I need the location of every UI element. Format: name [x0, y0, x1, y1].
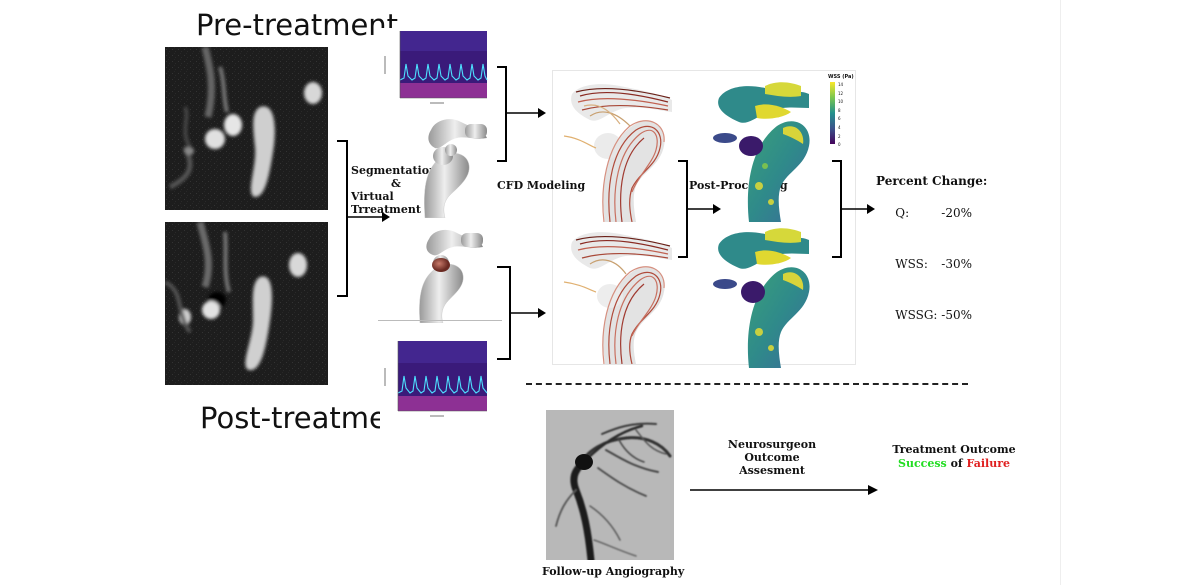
- wss-colorbar-tick: 2: [838, 133, 841, 139]
- treatment-outcome-title: Treatment Outcome: [892, 443, 1016, 456]
- pct-value-q: -20%: [941, 206, 972, 220]
- wss-colorbar-tick: 0: [838, 142, 841, 148]
- cfd-bracket-bottom-h1: [497, 266, 510, 268]
- segmentation-label: Segmentation & Virtual Trreatment: [351, 164, 455, 216]
- wss-colorbar-tick: 14: [838, 82, 844, 87]
- segmented-vessel-model-pre: [395, 110, 507, 218]
- pct-label-wss: WSS:: [895, 257, 928, 271]
- result-bracket-bottom: [832, 256, 841, 258]
- cfd-streamlines-post: [560, 224, 682, 364]
- wss-colorbar-tick: 4: [838, 124, 841, 130]
- cfd-streamlines-pre: [560, 76, 682, 222]
- page-border-line: [1060, 0, 1061, 585]
- segmented-vessel-model-post: [395, 225, 507, 323]
- wss-contour-model-pre: [705, 76, 827, 222]
- percent-change-row-q: Q: -20%: [880, 188, 987, 239]
- pct-value-wss: -30%: [941, 257, 972, 271]
- wss-contour-model-post: [705, 224, 827, 368]
- pre-treatment-heading: Pre-treatment: [196, 8, 399, 42]
- treatment-outcome-values: Success of Failure: [884, 457, 1024, 471]
- cfd-results-panel: [552, 70, 856, 365]
- mri-bracket-bottom: [337, 295, 347, 297]
- postproc-bracket-bottom: [678, 256, 687, 258]
- result-bracket-top: [832, 160, 841, 162]
- wss-colorbar-tick: 8: [838, 107, 841, 113]
- outcome-failure: Failure: [966, 457, 1010, 470]
- outcome-of: of: [950, 457, 963, 470]
- inflow-waveform-plot-top: [380, 28, 492, 108]
- result-arrow: [840, 202, 876, 216]
- treatment-outcome-block: Treatment Outcome Success of Failure: [884, 443, 1024, 471]
- segmentation-arrow: [346, 210, 391, 224]
- postproc-bracket-top: [678, 160, 687, 162]
- wss-colorbar-tick: 10: [838, 99, 844, 105]
- virtual-treatment-label: Virtual Trreatment: [351, 190, 421, 216]
- follow-up-angiography-image: [546, 410, 674, 560]
- mri-bracket-vertical: [346, 140, 348, 297]
- post-treatment-mri-image: [165, 222, 328, 385]
- mri-bracket-top: [337, 140, 347, 142]
- assessment-line2: Outcome: [744, 451, 800, 464]
- neurosurgeon-assessment-label: Neurosurgeon Outcome Assesment: [712, 438, 832, 477]
- wss-colorbar-ticks: 14 12 10 8 6 4 2 0: [838, 81, 843, 150]
- inflow-waveform-plot-bottom: [380, 338, 492, 430]
- wss-colorbar-tick: 12: [838, 90, 844, 96]
- pct-label-q: Q:: [895, 206, 910, 220]
- percent-change-block: Percent Change: Q: -20% WSS: -30% WSSG: -50…: [876, 174, 987, 341]
- dashed-separator: [526, 383, 968, 385]
- outcome-success: Success: [898, 457, 947, 470]
- wss-colorbar-gradient: [830, 82, 835, 144]
- cfd-arrow-bottom: [509, 306, 547, 320]
- pre-treatment-mri-image: [165, 47, 328, 210]
- segmentation-label-line1: Segmentation: [351, 164, 438, 177]
- cfd-bracket-top-v: [505, 66, 507, 162]
- cfd-bracket-top-h1: [497, 66, 506, 68]
- postproc-arrow: [686, 202, 722, 216]
- cfd-modeling-label: CFD Modeling: [497, 179, 586, 192]
- model-separator-line: [378, 320, 502, 321]
- wss-colorbar: WSS (Pa) 14 12 10 8 6 4 2 0: [828, 74, 856, 150]
- assessment-line1: Neurosurgeon: [727, 438, 817, 451]
- percent-change-row-wssg: WSSG: -50%: [880, 290, 987, 341]
- percent-change-row-wss: WSS: -30%: [880, 239, 987, 290]
- wss-colorbar-title: WSS (Pa): [828, 74, 854, 80]
- follow-up-angiography-caption: Follow-up Angiography: [542, 565, 685, 578]
- cfd-bracket-bottom-h2: [497, 358, 510, 360]
- wss-colorbar-tick: 6: [838, 116, 841, 122]
- assessment-arrow: [690, 483, 880, 497]
- cfd-bracket-top-h2: [497, 160, 506, 162]
- percent-change-title: Percent Change:: [876, 174, 988, 188]
- assessment-line3: Assesment: [739, 464, 805, 477]
- pct-label-wssg: WSSG:: [895, 308, 938, 322]
- segmentation-ampersand: &: [391, 177, 401, 190]
- pct-value-wssg: -50%: [941, 308, 972, 322]
- cfd-arrow-top: [505, 106, 547, 120]
